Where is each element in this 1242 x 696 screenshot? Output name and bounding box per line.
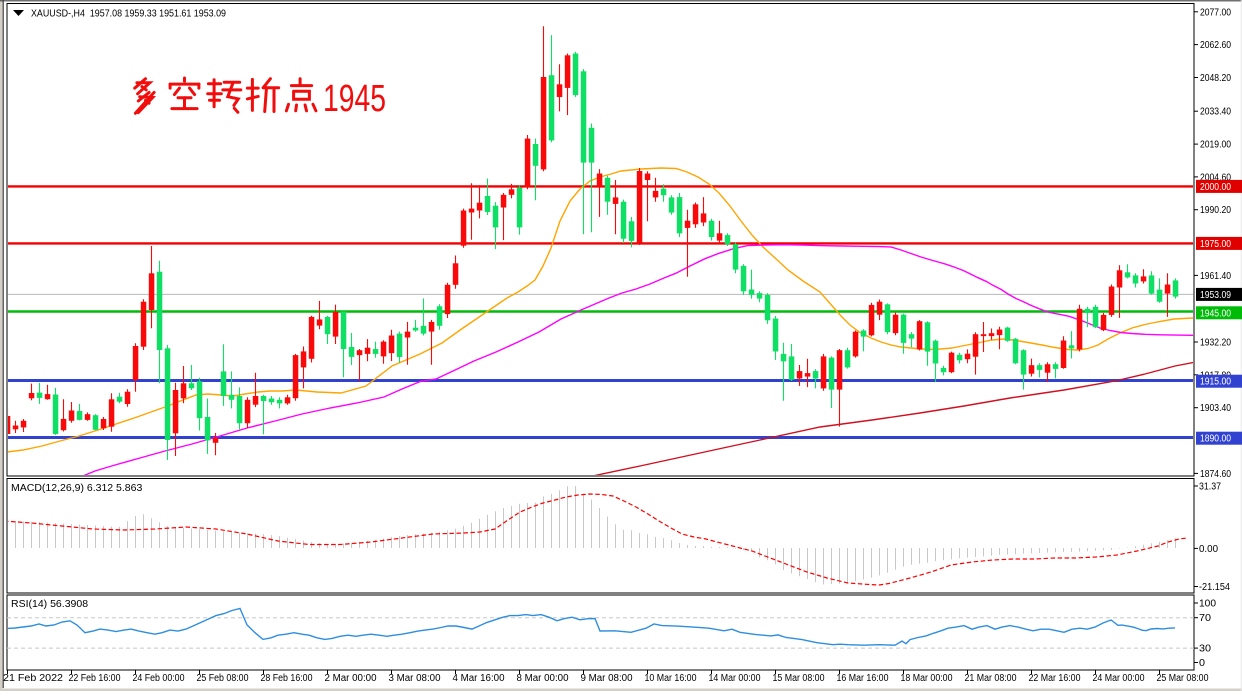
svg-text:15 Mar 08:00: 15 Mar 08:00 bbox=[773, 673, 825, 684]
svg-text:1953.09: 1953.09 bbox=[1200, 290, 1231, 301]
svg-text:24 Mar 00:00: 24 Mar 00:00 bbox=[1093, 673, 1145, 684]
svg-text:21 Feb 2022: 21 Feb 2022 bbox=[3, 673, 63, 684]
svg-text:3 Mar 08:00: 3 Mar 08:00 bbox=[389, 673, 441, 684]
svg-text:70: 70 bbox=[1199, 613, 1211, 624]
svg-text:16 Mar 16:00: 16 Mar 16:00 bbox=[837, 673, 889, 684]
svg-text:2 Mar 00:00: 2 Mar 00:00 bbox=[325, 673, 377, 684]
svg-text:0: 0 bbox=[1199, 658, 1205, 669]
svg-text:8 Mar 00:00: 8 Mar 00:00 bbox=[517, 673, 569, 684]
svg-text:2019.00: 2019.00 bbox=[1200, 140, 1231, 151]
svg-text:1945: 1945 bbox=[323, 78, 386, 120]
svg-text:1961.40: 1961.40 bbox=[1200, 271, 1231, 282]
svg-text:4 Mar 16:00: 4 Mar 16:00 bbox=[453, 673, 505, 684]
svg-text:2033.40: 2033.40 bbox=[1200, 107, 1231, 118]
svg-text:2077.00: 2077.00 bbox=[1200, 7, 1231, 18]
svg-text:1990.20: 1990.20 bbox=[1200, 205, 1231, 216]
svg-text:2062.60: 2062.60 bbox=[1200, 40, 1231, 51]
svg-text:2000.00: 2000.00 bbox=[1200, 182, 1231, 193]
svg-text:25 Mar 08:00: 25 Mar 08:00 bbox=[1157, 673, 1209, 684]
svg-text:28 Feb 16:00: 28 Feb 16:00 bbox=[261, 673, 313, 684]
svg-text:1903.40: 1903.40 bbox=[1200, 403, 1231, 414]
svg-text:XAUUSD-,H4 1957.08 1959.33 19: XAUUSD-,H4 1957.08 1959.33 1951.61 1953.… bbox=[31, 8, 226, 20]
svg-text:25 Feb 08:00: 25 Feb 08:00 bbox=[197, 673, 249, 684]
svg-text:1915.00: 1915.00 bbox=[1200, 377, 1231, 388]
svg-text:1932.20: 1932.20 bbox=[1200, 338, 1231, 349]
svg-text:0.00: 0.00 bbox=[1199, 544, 1218, 555]
svg-text:1874.60: 1874.60 bbox=[1200, 469, 1231, 480]
svg-text:100: 100 bbox=[1199, 599, 1216, 610]
svg-text:18 Mar 00:00: 18 Mar 00:00 bbox=[901, 673, 953, 684]
svg-text:9 Mar 08:00: 9 Mar 08:00 bbox=[581, 673, 633, 684]
svg-text:MACD(12,26,9) 6.312 5.863: MACD(12,26,9) 6.312 5.863 bbox=[11, 482, 142, 494]
svg-text:1975.00: 1975.00 bbox=[1200, 239, 1231, 250]
svg-text:2048.20: 2048.20 bbox=[1200, 73, 1231, 84]
svg-text:14 Mar 00:00: 14 Mar 00:00 bbox=[709, 673, 761, 684]
svg-text:RSI(14) 56.3908: RSI(14) 56.3908 bbox=[11, 598, 88, 610]
svg-text:24 Feb 00:00: 24 Feb 00:00 bbox=[133, 673, 185, 684]
svg-text:30: 30 bbox=[1199, 644, 1211, 655]
svg-text:1890.00: 1890.00 bbox=[1200, 434, 1231, 445]
svg-text:22 Feb 16:00: 22 Feb 16:00 bbox=[69, 673, 121, 684]
svg-text:2004.60: 2004.60 bbox=[1200, 172, 1231, 183]
svg-text:21 Mar 08:00: 21 Mar 08:00 bbox=[965, 673, 1017, 684]
svg-text:31.37: 31.37 bbox=[1199, 482, 1221, 493]
svg-text:1945.00: 1945.00 bbox=[1200, 308, 1231, 319]
svg-text:10 Mar 16:00: 10 Mar 16:00 bbox=[645, 673, 697, 684]
svg-text:-21.154: -21.154 bbox=[1199, 582, 1230, 593]
svg-text:22 Mar 16:00: 22 Mar 16:00 bbox=[1029, 673, 1081, 684]
